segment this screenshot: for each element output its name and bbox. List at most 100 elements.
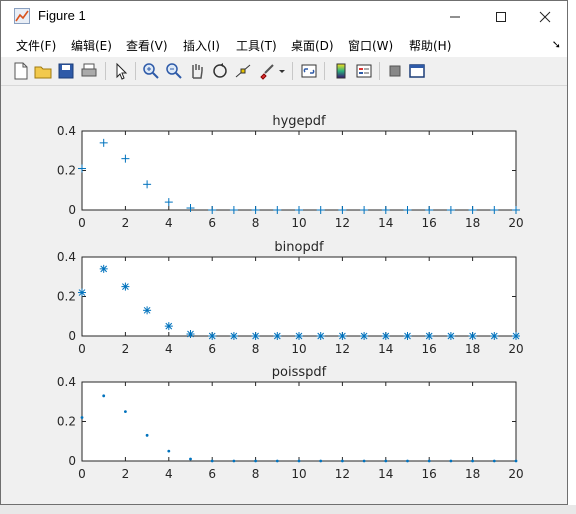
x-tick-label: 0 [78, 467, 86, 481]
y-tick-label: 0.4 [57, 250, 76, 264]
close-icon [539, 11, 551, 23]
x-tick-label: 10 [291, 342, 306, 356]
menu-help[interactable]: 帮助(H) [409, 37, 451, 54]
figure-window: Figure 1 文件(F) 编辑(E) 查看(V) 插入(I) 工具(T) 桌… [0, 0, 568, 505]
x-tick-label: 12 [335, 216, 350, 230]
axes-box[interactable] [82, 257, 516, 336]
data-point [143, 306, 151, 314]
background-window [0, 505, 576, 514]
title-bar[interactable]: Figure 1 [1, 1, 567, 32]
x-tick-label: 18 [465, 216, 480, 230]
data-point [515, 460, 518, 463]
legend-icon[interactable] [354, 61, 374, 81]
menu-insert[interactable]: 插入(I) [183, 37, 220, 54]
maximize-button[interactable] [478, 1, 524, 32]
data-point [298, 460, 301, 463]
toolbar-separator [379, 62, 380, 80]
data-point [273, 332, 281, 340]
x-tick-label: 14 [378, 216, 393, 230]
minimize-button[interactable] [432, 1, 478, 32]
axes-title: poisspdf [272, 365, 327, 380]
menu-edit[interactable]: 编辑(E) [71, 37, 112, 54]
data-point [428, 460, 431, 463]
menu-window[interactable]: 窗口(W) [348, 37, 393, 54]
colorbar-icon[interactable] [331, 61, 351, 81]
data-cursor-icon[interactable] [233, 61, 253, 81]
data-point [121, 283, 129, 291]
x-tick-label: 0 [78, 342, 86, 356]
axes-title: binopdf [274, 240, 324, 255]
data-point [490, 332, 498, 340]
menu-tools[interactable]: 工具(T) [236, 37, 277, 54]
x-tick-label: 18 [465, 467, 480, 481]
x-tick-label: 16 [422, 342, 437, 356]
show-plot-tools-icon[interactable] [407, 61, 427, 81]
y-tick-label: 0.2 [57, 290, 76, 304]
axes-title: hygepdf [272, 114, 326, 129]
brush-icon[interactable] [257, 61, 277, 81]
figure-toolbar [1, 57, 567, 86]
data-point [100, 265, 108, 273]
print-icon[interactable] [79, 61, 99, 81]
toolbar-separator [324, 62, 325, 80]
y-tick-label: 0.2 [57, 164, 76, 178]
x-tick-label: 16 [422, 216, 437, 230]
menu-view[interactable]: 查看(V) [126, 37, 168, 54]
y-tick-label: 0.4 [57, 124, 76, 138]
x-tick-label: 14 [378, 342, 393, 356]
axes-box[interactable] [82, 131, 516, 210]
x-tick-label: 12 [335, 467, 350, 481]
data-point [319, 460, 322, 463]
data-point [78, 289, 86, 297]
data-point [382, 332, 390, 340]
y-tick-label: 0 [68, 329, 76, 343]
link-plot-icon[interactable] [299, 61, 319, 81]
data-point [406, 460, 409, 463]
save-icon[interactable] [56, 61, 76, 81]
open-icon[interactable] [33, 61, 53, 81]
subplot-poisspdf: poisspdf 0 2 4 6 8 10 12 14 16 18 20 0 0.2 0.4 [57, 365, 524, 481]
dock-arrow-icon[interactable]: ➘ [552, 38, 561, 51]
x-tick-label: 18 [465, 342, 480, 356]
menu-file[interactable]: 文件(F) [16, 37, 56, 54]
x-tick-label: 10 [291, 467, 306, 481]
x-tick-label: 4 [165, 342, 173, 356]
chevron-down-icon[interactable] [277, 61, 287, 81]
data-point [252, 332, 260, 340]
zoom-in-icon[interactable] [141, 61, 161, 81]
axes-box[interactable] [82, 382, 516, 461]
rotate-icon[interactable] [210, 61, 230, 81]
x-tick-label: 6 [208, 216, 216, 230]
pan-icon[interactable] [187, 61, 207, 81]
x-tick-label: 2 [122, 342, 130, 356]
x-tick-label: 6 [208, 467, 216, 481]
pointer-icon[interactable] [111, 61, 131, 81]
data-point [124, 410, 127, 413]
data-point [254, 460, 257, 463]
data-point [295, 332, 303, 340]
hide-plot-tools-icon[interactable] [385, 61, 405, 81]
x-tick-label: 8 [252, 467, 260, 481]
data-point [512, 332, 520, 340]
menu-desktop[interactable]: 桌面(D) [291, 37, 334, 54]
data-point [384, 460, 387, 463]
data-point [404, 332, 412, 340]
x-tick-label: 16 [422, 467, 437, 481]
data-point [230, 332, 238, 340]
close-button[interactable] [522, 1, 568, 32]
x-tick-label: 6 [208, 342, 216, 356]
data-point [187, 330, 195, 338]
x-tick-label: 14 [378, 467, 393, 481]
y-tick-label: 0 [68, 454, 76, 468]
data-point [360, 332, 368, 340]
subplot-hygepdf: hygepdf 0 2 4 6 8 10 12 14 16 18 20 0 0.2 0.4 [57, 114, 524, 230]
zoom-out-icon[interactable] [164, 61, 184, 81]
x-tick-label: 8 [252, 216, 260, 230]
new-figure-icon[interactable] [11, 61, 31, 81]
data-point [338, 332, 346, 340]
y-tick-label: 0 [68, 203, 76, 217]
data-point [317, 332, 325, 340]
y-tick-label: 0.4 [57, 375, 76, 389]
x-tick-label: 8 [252, 342, 260, 356]
